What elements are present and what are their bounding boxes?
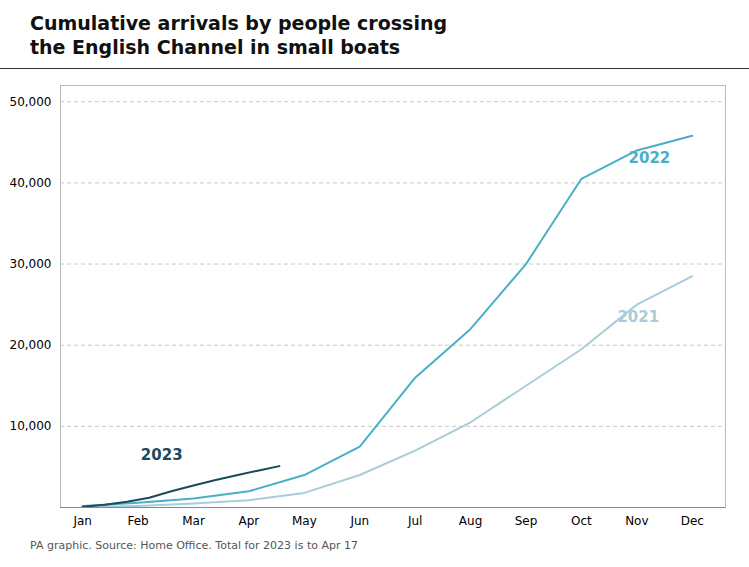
svg-text:Feb: Feb bbox=[127, 514, 148, 528]
svg-text:Jan: Jan bbox=[72, 514, 92, 528]
svg-text:May: May bbox=[292, 514, 317, 528]
svg-text:2021: 2021 bbox=[617, 307, 659, 325]
svg-text:Dec: Dec bbox=[681, 514, 704, 528]
svg-text:30,000: 30,000 bbox=[10, 256, 52, 270]
svg-text:Nov: Nov bbox=[625, 514, 648, 528]
svg-text:40,000: 40,000 bbox=[10, 175, 52, 189]
svg-text:Jun: Jun bbox=[349, 514, 369, 528]
svg-text:10,000: 10,000 bbox=[10, 419, 52, 433]
svg-text:2022: 2022 bbox=[629, 149, 671, 167]
svg-text:Aug: Aug bbox=[459, 514, 482, 528]
html-text:Cumulative arrivals by people: Cumulative arrivals by people crossing t… bbox=[30, 12, 447, 58]
svg-text:2023: 2023 bbox=[141, 445, 183, 463]
svg-text:Oct: Oct bbox=[571, 514, 592, 528]
html-text:PA graphic. Source: Home Offic: PA graphic. Source: Home Office. Total f… bbox=[30, 538, 358, 552]
svg-text:Sep: Sep bbox=[515, 514, 538, 528]
svg-text:Jul: Jul bbox=[407, 514, 422, 528]
svg-text:50,000: 50,000 bbox=[10, 94, 52, 108]
svg-text:20,000: 20,000 bbox=[10, 338, 52, 352]
svg-text:Apr: Apr bbox=[239, 514, 260, 528]
svg-text:Mar: Mar bbox=[182, 514, 205, 528]
